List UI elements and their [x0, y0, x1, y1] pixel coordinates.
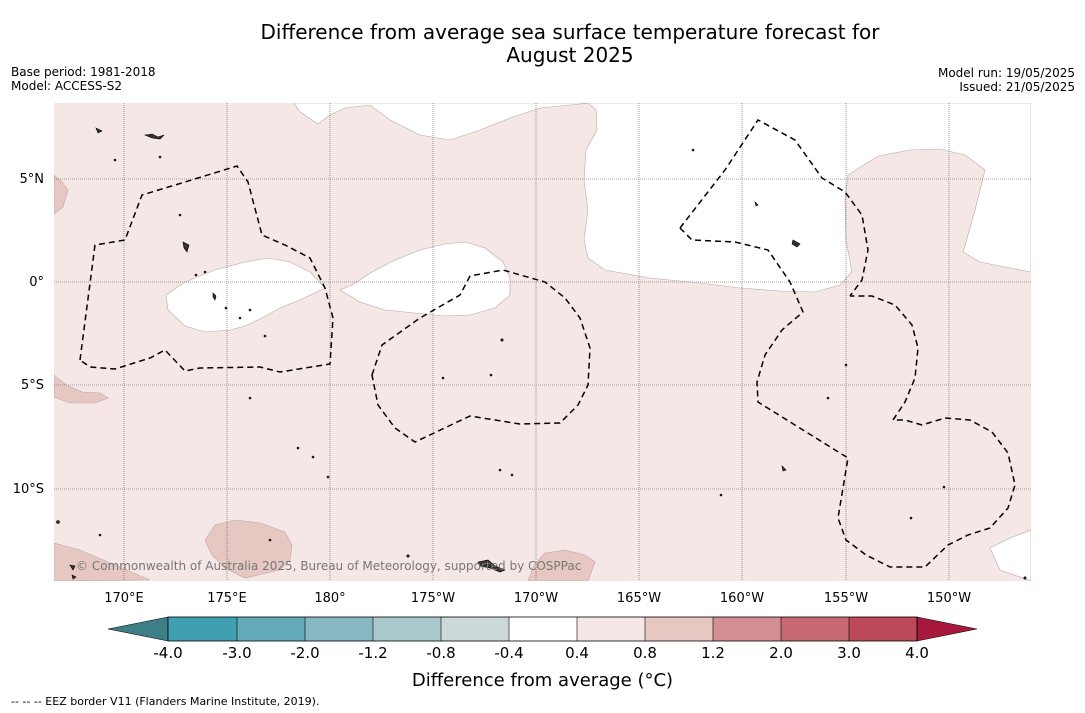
title-line-2: August 2025 — [506, 43, 634, 67]
title-line-1: Difference from average sea surface temp… — [260, 20, 880, 44]
lon-label-155w: 155°W — [824, 591, 868, 606]
colorbar-tick: -0.4 — [494, 644, 523, 662]
map-area — [54, 103, 1031, 581]
colorbar-segment — [577, 617, 645, 641]
lon-label-160w: 160°W — [720, 591, 764, 606]
land-islands — [56, 127, 1027, 580]
eez-borders — [79, 119, 1016, 568]
latitude-labels: 5°N 0° 5°S 10°S — [13, 172, 44, 497]
longitude-labels: 170°E 175°E 180° 175°W 170°W 165°W 160°W… — [104, 591, 971, 606]
metadata-right: Model run: 19/05/2025 Issued: 21/05/2025 — [938, 66, 1075, 94]
colorbar-label: Difference from average (°C) — [411, 670, 674, 691]
colorbar-segment — [237, 617, 305, 641]
colorbar-segment — [645, 617, 713, 641]
base-period: Base period: 1981-2018 — [11, 65, 156, 79]
lon-label-150w: 150°W — [927, 591, 971, 606]
issued-date: Issued: 21/05/2025 — [959, 80, 1075, 94]
lon-label-170e: 170°E — [104, 591, 144, 606]
colorbar-segment — [713, 617, 781, 641]
eez-legend-footnote: -- -- -- EEZ border V11 (Flanders Marine… — [11, 695, 320, 708]
colorbar-tick: 4.0 — [905, 644, 929, 662]
model-run: Model run: 19/05/2025 — [937, 66, 1075, 80]
lat-label-10s: 10°S — [13, 482, 44, 497]
colorbar-segment — [509, 617, 577, 641]
colorbar-under-triangle — [107, 616, 169, 642]
lat-label-0: 0° — [29, 275, 44, 290]
colorbar-tick: -1.2 — [358, 644, 387, 662]
colorbar-dividers — [236, 617, 850, 641]
lon-label-175e: 175°E — [207, 591, 247, 606]
lat-label-5s: 5°S — [21, 378, 44, 393]
metadata-left: Base period: 1981-2018 Model: ACCESS-S2 — [11, 65, 156, 93]
neutral-regions — [165, 103, 1031, 581]
colorbar: -4.0 -3.0 -2.0 -1.2 -0.8 -0.4 0.4 0.8 1.… — [107, 616, 978, 662]
lon-label-180: 180° — [314, 591, 345, 606]
colorbar-outline — [167, 616, 918, 642]
colorbar-tick: 1.2 — [701, 644, 725, 662]
colorbar-segment — [849, 617, 917, 641]
colorbar-segment — [305, 617, 373, 641]
colorbar-tick: 2.0 — [769, 644, 793, 662]
lon-label-175w: 175°W — [411, 591, 455, 606]
lon-label-170w: 170°W — [514, 591, 558, 606]
anomaly-field-light — [54, 103, 1031, 581]
copyright-text: © Commonwealth of Australia 2025, Bureau… — [76, 559, 581, 573]
colorbar-tick: 0.8 — [633, 644, 657, 662]
colorbar-tick: -0.8 — [426, 644, 455, 662]
chart-title: Difference from average sea surface temp… — [0, 21, 1085, 67]
colorbar-tick: 3.0 — [837, 644, 861, 662]
colorbar-segment — [168, 617, 237, 641]
colorbar-tick: -4.0 — [153, 644, 182, 662]
lon-label-165w: 165°W — [617, 591, 661, 606]
lat-label-5n: 5°N — [20, 172, 45, 187]
colorbar-segment — [441, 617, 509, 641]
colorbar-segment — [373, 617, 441, 641]
model-name: Model: ACCESS-S2 — [11, 79, 123, 93]
colorbar-tick: -2.0 — [290, 644, 319, 662]
colorbar-tick-labels: -4.0 -3.0 -2.0 -1.2 -0.8 -0.4 0.4 0.8 1.… — [153, 644, 929, 662]
colorbar-segment — [781, 617, 849, 641]
colorbar-tick: 0.4 — [565, 644, 589, 662]
colorbar-over-triangle — [916, 616, 978, 642]
colorbar-tick: -3.0 — [222, 644, 251, 662]
